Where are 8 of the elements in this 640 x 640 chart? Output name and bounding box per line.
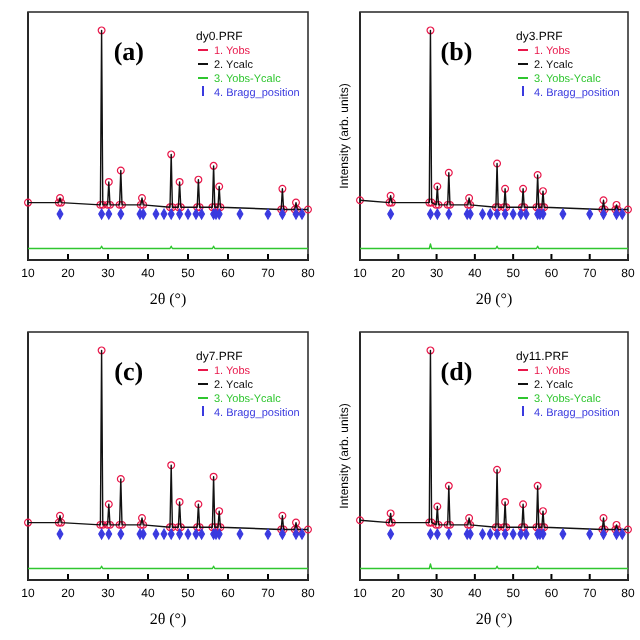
x-axis-title: 2θ (°) bbox=[149, 290, 188, 308]
chart-title: (a) bbox=[113, 36, 144, 66]
x-axis-title: 2θ (°) bbox=[475, 290, 514, 308]
chart-title: (b) bbox=[440, 36, 473, 66]
x-axis-title: 2θ (°) bbox=[475, 610, 514, 628]
chart-title: (c) bbox=[114, 356, 144, 386]
chart-title: (d) bbox=[440, 356, 473, 386]
x-axis-title: 2θ (°) bbox=[149, 610, 188, 628]
